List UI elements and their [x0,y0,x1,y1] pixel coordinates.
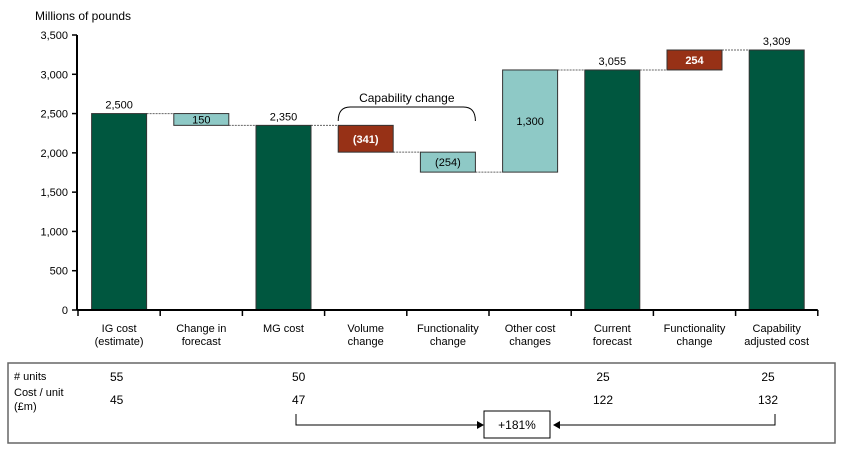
bar-decrease [419,151,476,173]
bar-increase-strong [666,49,723,71]
bar-decrease-strong [337,124,394,153]
x-tick-label-line: changes [509,336,551,348]
x-tick-label-line: Change in [176,323,226,335]
x-tick-label-line: IG cost [102,323,137,335]
data-label: 2,500 [105,100,133,112]
bar-total [255,124,312,311]
bar-total [584,69,641,311]
bar-total [91,113,148,311]
change-label: +181% [498,418,536,432]
row-label-cost-per-unit: Cost / unit [14,387,64,399]
x-tick-label-line: change [430,336,466,348]
x-tick-label-line: change [676,336,712,348]
x-tick-label-line: Volume [347,323,384,335]
bracket-label: Capability change [359,91,455,105]
units-value: 25 [761,370,775,384]
y-tick-label: 2,500 [40,109,68,121]
x-tick-label-line: Functionality [664,323,726,335]
table-frame [7,362,836,444]
x-tick-label: IG cost (estimate) [95,323,144,348]
row-label-cost-unit-sub: (£m) [14,401,37,413]
x-tick-label: Current forecast [593,323,632,348]
x-tick-label: Change in forecast [176,323,226,348]
y-tick-label: 2,000 [40,148,68,160]
x-tick-label-line: adjusted cost [744,336,809,348]
data-label: 3,055 [599,56,627,68]
cost-per-unit-value: 122 [593,393,613,407]
bar-total [748,49,805,311]
units-value: 25 [596,370,610,384]
data-label: 254 [685,55,704,67]
x-tick-label: Functionality change [417,323,479,348]
row-label-units: # units [14,371,47,383]
change-box [483,410,551,439]
y-tick-label: 3,500 [40,30,68,42]
x-tick-label-line: (estimate) [95,336,144,348]
capability-change-bracket: Capability change [337,91,476,122]
x-tick-label: Other cost changes [505,323,556,348]
units-value: 55 [110,370,124,384]
x-tick-label: Functionality change [664,323,726,348]
arrow-left-line [295,414,477,426]
x-tick-label-line: MG cost [263,323,304,335]
y-tick-label: 0 [62,305,68,317]
bar-decrease [173,113,230,126]
y-axis: 0 500 1,000 1,500 2,000 2,500 3,000 3,500 [40,30,78,317]
unit-cost-table: # units Cost / unit (£m) 55 50 25 25 45 47 122 132… [7,362,836,444]
data-label: 1,300 [516,116,544,128]
y-tick-label: 3,000 [40,69,68,81]
units-value: 50 [292,370,306,384]
x-tick-label-line: change [348,336,384,348]
x-tick-label: Volume change [347,323,384,348]
x-tick-label-line: forecast [593,336,632,348]
bars: 2,500 150 2,350 (341) (254) 1,300 3,055 254 3,30… [91,36,805,311]
connector-lines [146,49,750,173]
y-axis-title: Millions of pounds [35,9,131,23]
data-label: (254) [435,157,461,169]
data-label: 3,309 [763,36,791,48]
data-label: 150 [192,114,210,126]
x-tick-label-line: Current [594,323,631,335]
cost-per-unit-value: 132 [758,393,778,407]
arrow-right-line [560,414,776,426]
x-tick-label: Capability adjusted cost [744,323,809,348]
data-label: 2,350 [270,111,298,123]
x-tick-label-line: forecast [182,336,221,348]
cost-per-unit-value: 45 [110,393,124,407]
x-tick-label-line: Other cost [505,323,556,335]
bracket-line [337,106,476,122]
x-tick-label-line: Capability [753,323,802,335]
data-label: (341) [353,134,379,146]
cost-per-unit-value: 47 [292,393,306,407]
y-tick-label: 1,500 [40,187,68,199]
bar-increase [502,69,559,173]
x-tick-label: MG cost [263,323,304,335]
arrow-head-right [477,421,484,429]
y-tick-label: 500 [50,266,68,278]
arrow-head-left [553,421,560,429]
x-tick-label-line: Functionality [417,323,479,335]
y-tick-label: 1,000 [40,226,68,238]
